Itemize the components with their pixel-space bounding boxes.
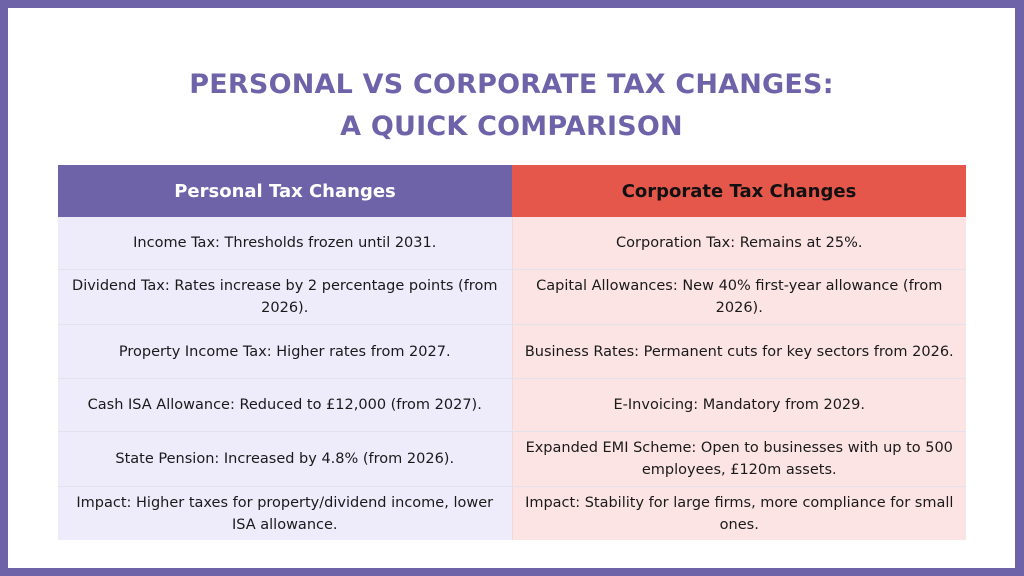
table-header-row: Personal Tax Changes Corporate Tax Chang… xyxy=(58,165,966,217)
personal-cell: Dividend Tax: Rates increase by 2 percen… xyxy=(58,269,512,325)
table-row: Impact: Higher taxes for property/divide… xyxy=(58,486,966,540)
personal-cell: Income Tax: Thresholds frozen until 2031… xyxy=(58,217,512,270)
corporate-cell: Business Rates: Permanent cuts for key s… xyxy=(511,324,966,379)
corporate-cell: Expanded EMI Scheme: Open to businesses … xyxy=(511,431,966,487)
title-line-1: PERSONAL VS CORPORATE TAX CHANGES: xyxy=(189,69,834,100)
corporate-cell: Capital Allowances: New 40% first-year a… xyxy=(511,269,966,325)
page-title: PERSONAL VS CORPORATE TAX CHANGES: A QUI… xyxy=(8,64,1015,148)
content-frame: PERSONAL VS CORPORATE TAX CHANGES: A QUI… xyxy=(8,8,1015,568)
corporate-tax-header: Corporate Tax Changes xyxy=(512,165,966,217)
personal-tax-header: Personal Tax Changes xyxy=(58,165,512,217)
table-row: Cash ISA Allowance: Reduced to £12,000 (… xyxy=(58,378,966,432)
personal-cell: State Pension: Increased by 4.8% (from 2… xyxy=(58,431,512,487)
corporate-cell: Corporation Tax: Remains at 25%. xyxy=(511,217,966,270)
corporate-cell: E-Invoicing: Mandatory from 2029. xyxy=(511,378,966,432)
corporate-cell: Impact: Stability for large firms, more … xyxy=(511,486,966,540)
table-row: Dividend Tax: Rates increase by 2 percen… xyxy=(58,269,966,325)
table-row: Property Income Tax: Higher rates from 2… xyxy=(58,324,966,379)
personal-cell: Property Income Tax: Higher rates from 2… xyxy=(58,324,512,379)
table-row: State Pension: Increased by 4.8% (from 2… xyxy=(58,431,966,487)
table-row: Income Tax: Thresholds frozen until 2031… xyxy=(58,217,966,270)
personal-cell: Cash ISA Allowance: Reduced to £12,000 (… xyxy=(58,378,512,432)
comparison-table: Personal Tax Changes Corporate Tax Chang… xyxy=(58,165,966,540)
personal-cell: Impact: Higher taxes for property/divide… xyxy=(58,486,512,540)
title-line-2: A QUICK COMPARISON xyxy=(340,111,683,142)
